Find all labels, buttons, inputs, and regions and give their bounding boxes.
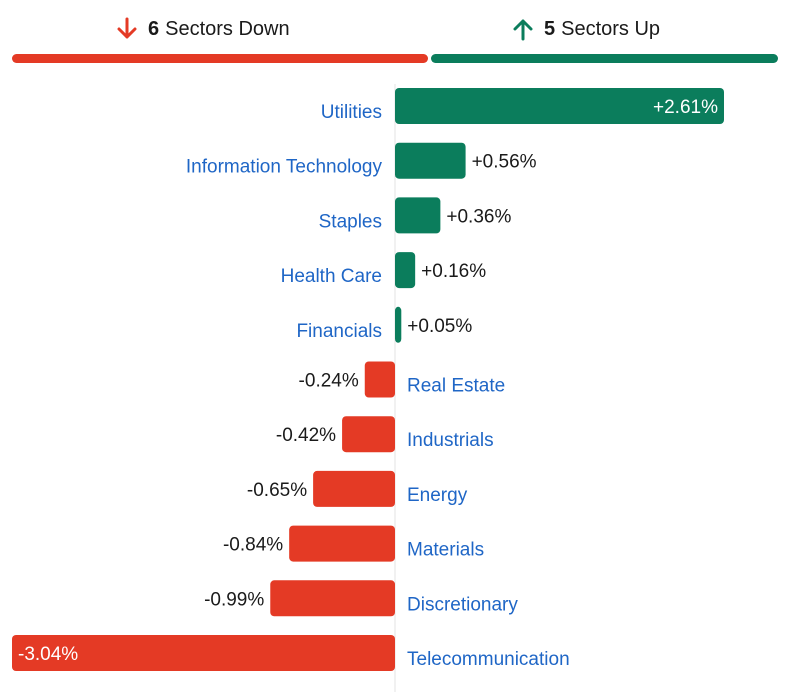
sector-label-materials[interactable]: Materials (407, 540, 484, 561)
value-label-staples: +0.36% (446, 206, 511, 227)
sector-label-utilities[interactable]: Utilities (321, 102, 382, 123)
sectors-down-summary: 6 Sectors Down (116, 14, 290, 44)
sector-label-discretionary[interactable]: Discretionary (407, 594, 518, 615)
bar-industrials (342, 416, 395, 453)
bar-materials (289, 525, 395, 562)
sector-label-health-care[interactable]: Health Care (281, 266, 382, 287)
sectors-up-ratio-bar (431, 54, 778, 63)
arrow-down-icon (117, 17, 137, 39)
bar-telecommunication (12, 635, 395, 671)
bar-real-estate (364, 361, 395, 398)
value-label-industrials: -0.42% (276, 425, 336, 446)
sectors-up-count: 5 (544, 17, 556, 40)
value-label-health-care: +0.16% (421, 261, 486, 282)
sector-label-energy[interactable]: Energy (407, 485, 468, 506)
value-label-financials: +0.05% (407, 316, 472, 337)
sector-summary-header: 6 Sectors Down 5 Sectors Up (0, 0, 794, 70)
bar-staples (395, 197, 441, 234)
sectors-up-label: Sectors Up (561, 17, 661, 40)
sectors-down-label: Sectors Down (165, 17, 290, 40)
sectors-up-summary: 5 Sectors Up (512, 14, 660, 44)
value-label-information-technology: +0.56% (472, 152, 537, 173)
sectors-down-ratio-bar (12, 54, 428, 63)
sector-label-telecommunication[interactable]: Telecommunication (407, 649, 570, 670)
bars-layer: +2.61% Utilities +0.56% Information Technol… (12, 88, 724, 671)
value-label-discretionary: -0.99% (204, 589, 264, 610)
sector-label-real-estate[interactable]: Real Estate (407, 376, 505, 397)
sector-label-financials[interactable]: Financials (296, 321, 382, 342)
bar-information-technology (395, 142, 466, 179)
bar-utilities (395, 88, 724, 124)
value-label-energy: -0.65% (247, 480, 307, 501)
sector-label-information-technology[interactable]: Information Technology (186, 157, 383, 178)
value-label-real-estate: -0.24% (299, 371, 359, 392)
bar-health-care (395, 252, 416, 289)
bar-energy (313, 470, 395, 507)
bar-financials (395, 306, 402, 343)
bar-discretionary (270, 580, 395, 617)
sector-label-staples[interactable]: Staples (319, 211, 382, 232)
value-label-materials: -0.84% (223, 535, 283, 556)
sectors-down-count: 6 (148, 17, 160, 40)
value-label-utilities: +2.61% (653, 97, 718, 118)
sector-label-industrials[interactable]: Industrials (407, 430, 494, 451)
arrow-up-icon (513, 19, 533, 41)
value-label-telecommunication: -3.04% (18, 644, 78, 665)
